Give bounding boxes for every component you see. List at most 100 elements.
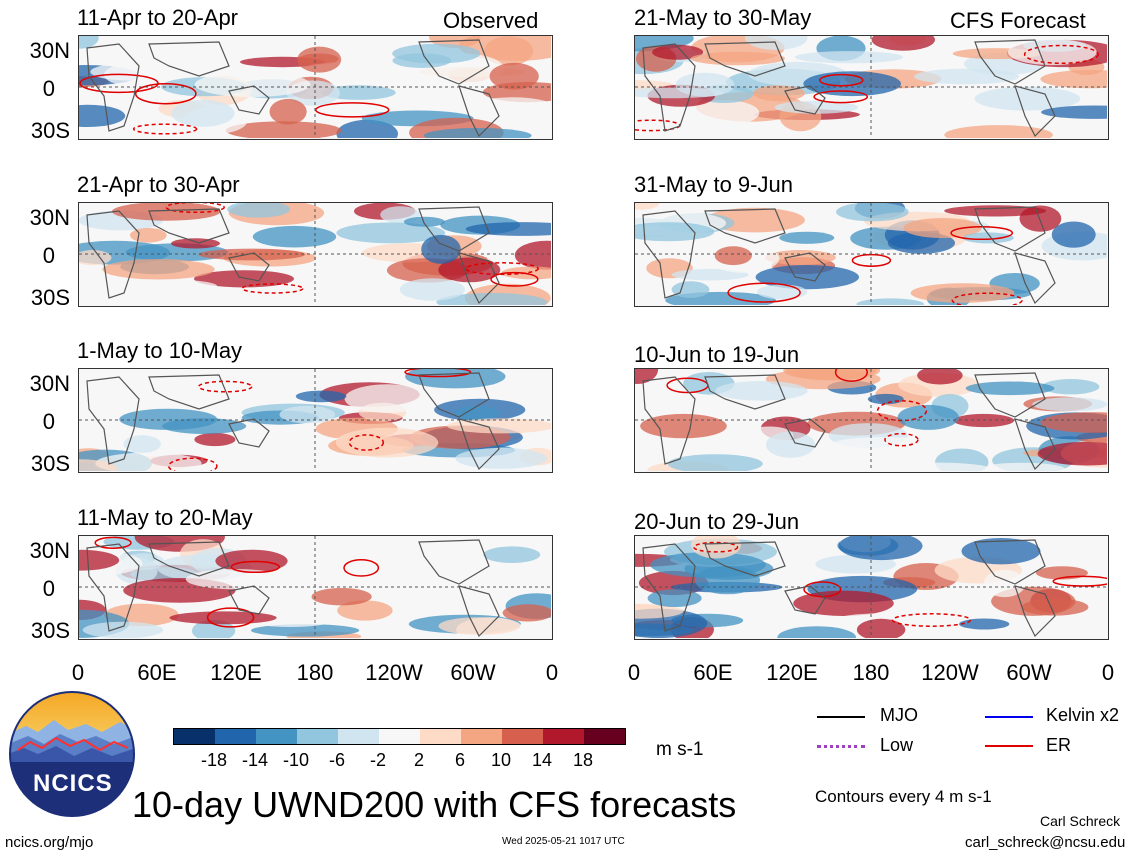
anomaly-blob	[95, 452, 202, 471]
lat-label-eq: 0	[42, 576, 55, 601]
legend-mjo-label: MJO	[880, 705, 918, 725]
anomaly-blob	[635, 87, 724, 99]
anomaly-blob	[836, 203, 909, 222]
er-contour	[94, 536, 132, 549]
anomaly-blob	[194, 432, 236, 447]
colorbar-swatch	[461, 729, 502, 744]
anomaly-blob	[856, 618, 906, 638]
anomaly-blob	[640, 413, 727, 439]
er-contour	[819, 73, 864, 87]
anomaly-blob	[472, 97, 551, 116]
anomaly-blob	[1032, 397, 1107, 412]
lat-label-30s: 30S	[30, 118, 70, 143]
lon-label: 0	[545, 660, 559, 685]
footer-site-link[interactable]: ncics.org/mjo	[5, 834, 94, 851]
anomaly-field	[79, 36, 551, 138]
lon-label: 60W	[1006, 660, 1052, 685]
anomaly-blob	[335, 427, 439, 458]
colorbar-tick: -14	[241, 750, 268, 770]
lon-label: 0	[71, 660, 85, 685]
footer-author: Carl Schreck	[1040, 813, 1121, 829]
er-contour	[1023, 44, 1099, 65]
lon-label: 60W	[450, 660, 496, 685]
colorbar	[173, 728, 626, 745]
anomaly-blob	[688, 100, 760, 126]
map-panel	[634, 35, 1109, 140]
anomaly-field	[79, 536, 551, 638]
footer-timestamp: Wed 2025-05-21 1017 UTC	[502, 836, 625, 847]
anomaly-blob	[194, 72, 311, 97]
anomaly-blob	[766, 431, 815, 458]
anomaly-field	[79, 203, 551, 305]
anomaly-blob	[671, 268, 749, 281]
panel-right-2-title: 31-May to 9-Jun	[634, 172, 793, 197]
anomaly-blob	[269, 98, 307, 125]
anomaly-blob	[123, 435, 161, 453]
lon-label: 120W	[921, 660, 979, 685]
anomaly-blob	[171, 238, 220, 249]
anomaly-blob	[1042, 379, 1100, 395]
colorbar-units: m s-1	[656, 739, 704, 760]
anomaly-blob	[194, 270, 294, 288]
lat-label-eq: 0	[42, 409, 55, 434]
anomaly-blob	[169, 611, 277, 625]
anomaly-blob	[959, 618, 1010, 630]
legend-kelvin-label: Kelvin x2	[1046, 705, 1120, 725]
observed-tag: Observed	[443, 8, 539, 33]
colorbar-swatch	[502, 729, 543, 744]
legend-low-line	[817, 745, 865, 748]
anomaly-blob	[753, 85, 805, 102]
er-contour	[343, 559, 380, 577]
ncics-logo[interactable]	[8, 690, 136, 818]
lon-label: 120E	[766, 660, 818, 685]
lat-label-30n: 30N	[29, 371, 70, 396]
anomaly-blob	[87, 369, 191, 386]
anomaly-blob	[755, 265, 859, 290]
anomaly-blob	[295, 390, 347, 403]
er-contour	[727, 282, 801, 303]
anomaly-blob	[438, 617, 521, 635]
anomaly-blob	[965, 381, 1055, 396]
panel-right-1-title: 21-May to 30-May	[634, 5, 812, 30]
lat-label-eq: 0	[42, 243, 55, 268]
anomaly-blob	[436, 292, 547, 305]
colorbar-swatch	[174, 729, 215, 744]
map-panel	[634, 535, 1109, 640]
coastline	[86, 206, 500, 305]
colorbar-swatch	[543, 729, 584, 744]
panel-left-1-title: 11-Apr to 20-Apr	[77, 5, 239, 30]
anomaly-blob	[102, 259, 215, 280]
anomaly-blob	[225, 121, 342, 138]
anomaly-blob	[129, 228, 167, 243]
legend-er-label: ER	[1046, 735, 1072, 755]
anomaly-blob	[880, 462, 996, 471]
anomaly-blob	[832, 437, 938, 452]
legend-low-label: Low	[880, 735, 914, 755]
anomaly-blob	[635, 369, 659, 384]
anomaly-blob	[652, 44, 704, 60]
legend-kelvin-line	[985, 716, 1033, 718]
anomaly-blob	[777, 626, 857, 638]
anomaly-blob	[321, 85, 396, 100]
anomaly-blob	[867, 393, 904, 405]
anomaly-blob	[944, 125, 1053, 138]
colorbar-swatch	[420, 729, 461, 744]
colorbar-swatch	[297, 729, 338, 744]
coastline	[642, 539, 1056, 638]
colorbar-tick: -18	[200, 750, 227, 770]
legend-contours-note: Contours every 4 m s-1	[815, 787, 992, 806]
anomaly-blob	[903, 218, 982, 238]
er-contour	[813, 90, 869, 104]
anomaly-blob	[897, 404, 959, 430]
anomaly-blob	[79, 459, 118, 471]
er-contour	[167, 457, 218, 471]
anomaly-blob	[489, 62, 539, 90]
er-contour	[165, 203, 225, 214]
anomaly-blob	[405, 369, 506, 389]
colorbar-tick: -6	[328, 750, 345, 770]
er-contour	[951, 292, 1023, 305]
footer-email[interactable]: carl_schreck@ncsu.edu	[965, 834, 1126, 851]
anomaly-blob	[82, 621, 164, 638]
anomaly-blob	[838, 536, 923, 561]
anomaly-field	[635, 369, 1107, 471]
